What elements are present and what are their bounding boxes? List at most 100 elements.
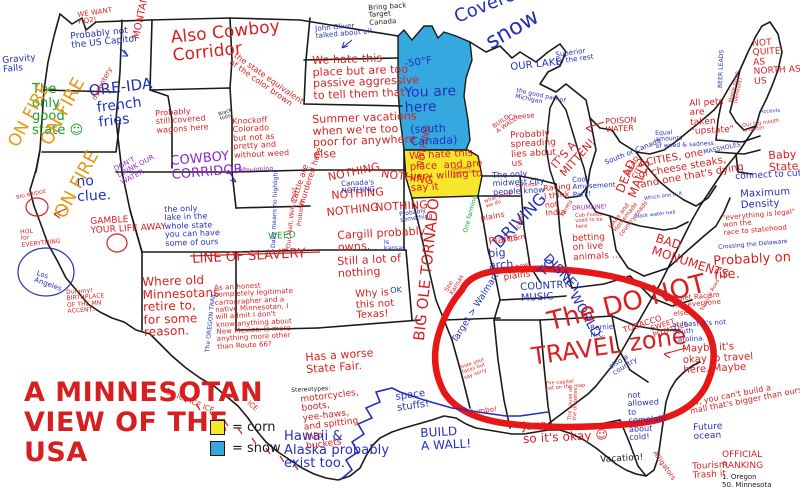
map-annotation-nh-ourbig: Our big mouth is better [741,117,780,135]
title-line-3: USA [24,437,88,469]
map-annotation-ca-la: Los Angeles [33,269,63,294]
pointer-arrows-red [53,121,687,359]
map-annotation-wi-ourlake: OUR LAKE [509,56,563,73]
title-line-1: A MINNESOTAN [24,377,264,408]
map-annotation-ut-dontdrink: DON'T DRINK OUR WATER [112,153,156,187]
map-annotation-sd-summer: Summer vacations when we're too poor for… [311,109,417,161]
map-annotation-fl-futureocean: Future ocean [692,421,723,443]
map-annotation-nm-cartographer: As an honest completely legitimate carto… [213,281,294,351]
map-annotation-nd-brown: the state equivalent of the color brown [227,51,306,109]
map-annotation-tx-buildwall: BUILD A WALL! [419,424,472,453]
map-annotation-pa-whichone: Which one is it [643,190,683,202]
map-annotation-mi-superior: Superior to the rest [554,46,595,67]
map-annotation-nd-johnoliver: John Oliver talked about oi! [314,21,373,41]
map-annotation-co-lake: the only lake in the whole state you can… [163,203,221,248]
legend: = corn = snow [210,420,281,462]
map-annotation-nj-maxdensity: Maximum Density [739,186,791,211]
map-annotation-ca-hol: HOL for EVERYTHING [19,227,61,249]
map-annotation-mo-plains: plains [479,209,506,223]
map-annotation-fl-tourism: Tourism Trash it [691,460,728,482]
map-annotation-tx-motorcycles: motorcycles, boots, yee-haws, and spitti… [299,387,360,452]
map-annotation-ms-water: Hide your faces but say sorry [459,356,488,381]
map-annotation-ks-cargill: Cargill probably owns. [336,224,426,254]
official-ranking: OFFICIAL RANKING 1. Oregon 50. Minnesota [722,450,772,490]
map-annotation-mt-wagons: Probably still covered wagons here [154,106,209,135]
map-annotation-oh-drumline: DRUMLINE! [571,203,608,212]
map-annotation-de-everything: "everything is legal" won the race to st… [721,207,796,237]
legend-swatch-0 [210,420,225,435]
map-annotation-line-slavery: LINE OF SLAVERY [191,246,307,267]
map-annotation-id-french: french fries [95,94,143,131]
map-annotation-mo-corn: Corn [507,232,526,244]
map-annotation-fl-vacation: Vacation! [599,452,644,465]
legend-label-1: = snow [232,441,281,456]
map-annotation-ny-beerleads: BEER LEADS [717,49,726,89]
map-annotation-fl-maybeok: Maybe it's okay to travel here. Maybe [681,341,754,376]
map-annotation-ga-capital: The capital not on the map [544,378,586,393]
map-annotation-nh-accents: Accents [759,107,781,115]
map-annotation-ia-passive: Passively aggressively nice [451,164,479,180]
legend-label-0: = corn [232,420,276,435]
map-annotation-ks-nothing: Still a lot of nothing [336,251,402,280]
map-annotation-nd-cowboy: Also Cowboy Corridor [169,16,281,66]
map-annotation-ca-bigbridge: BIG BRIDGE [15,188,48,201]
map-annotation-ks-iskansas: Is kansas [384,239,406,253]
map-annotation-il-whichone: what would we do [483,189,514,210]
map-annotation-nd-target: Bring back Target Canada [367,1,407,27]
map-annotation-wa-hq2: WE WANT HQ2! [76,6,113,27]
map-annotation-ut-probably: Probably [296,199,306,227]
map-annotation-tx-ice: ICE [245,399,260,413]
map-annotation-ms-jazz: Jazz so it's okay ☺ [521,417,609,446]
map-annotation-wa-capital: Probably not the US Capitol [69,25,138,52]
legend-swatch-1 [210,441,225,456]
map-annotation-wy-whyoming: Why-oming [237,165,274,174]
line-of-slavery-rule [189,251,321,257]
map-annotation-mn-canada: (south Canada) [409,121,458,148]
map-annotation-sd-nothing4: NOTHING [325,200,380,219]
pointer-arrows [119,39,353,183]
map-annotation-ok-whynot: Why is this not Texas! [354,287,395,321]
map-annotation-de-delaware: Crossing the Delaware [717,237,789,251]
ice-border-marks [167,387,299,471]
map-annotation-md-onfire: Probably on fire. [712,249,792,283]
state-borders [29,13,783,481]
map-annotation-nv-gamble: GAMBLE YOUR LIFE AWAY [89,214,167,237]
page-title: A MINNESOTAN VIEW OF THE USA [24,377,264,469]
map-annotation-ca-dummy: Dummy! BIRTHPLACE OF THE MN ACCENT... [65,287,105,315]
map-annotation-mo-onlyfarming: One farming [462,194,479,234]
map-annotation-fl-notallowed: not allowed to complain about cold! [626,390,667,442]
map-annotation-tx-space: space stuffs! [394,387,430,414]
map-annotation-or-good: The only good state ☺ [32,82,84,138]
map-annotation-lower-ice: ICE ICE ICE ICE [162,387,216,415]
border-wall-squiggle [339,387,549,481]
map-annotation-ky-betting: betting on live animals ... [571,232,622,263]
ranking-last: 50. Minnesota [722,481,772,490]
map-annotation-ga-coke: The cause of the diabetes [567,386,580,421]
map-annotation-mt-label: MONTANA [131,0,153,41]
map-annotation-oh-cubfoods: Cub Foods used to be here [574,211,603,230]
map-annotation-ct-connect: connect to cut [734,168,800,182]
map-annotation-wi-goodpart: the good part of Michigan [514,87,567,106]
map-annotation-wi-cheese: Cheese [507,111,536,122]
map-annotation-co-corridor: COWBOY CORRIDOR [169,148,244,183]
city-circles [25,197,128,253]
map-annotation-ar-seekansas: See Kansas [443,273,466,297]
ranking-header-line2: RANKING [722,461,764,472]
map-annotation-vt-maple: Maple syrup (Vermont) [728,70,745,105]
map-annotation-tx-statefair: Has a worse State Fair. [304,346,374,376]
map-annotation-fl-alligators: Alligators [651,449,678,482]
map-annotation-sd-canada: Canada's NOTHING [340,178,376,196]
map-annotation-mi-poison: POISON WATER [604,115,637,135]
map-annotation-fl-mall: no, you can't build a mall that's bigger… [687,383,800,417]
state-iowa-fill [403,149,483,199]
ranking-header-line1: OFFICIAL [722,450,763,460]
map-annotation-la-gumbo: Gumbo! [467,404,498,417]
filled-states [397,25,483,199]
los-angeles-circle [17,247,75,297]
map-annotation-tn-country: COUNTRY MUSIC [519,279,570,304]
legend-row-0: = corn [210,420,281,435]
map-annotation-or-gravity: Gravity Falls [1,53,37,76]
hawaii-alaska-note: Hawaii & Alaska probably exist too. [284,429,390,472]
